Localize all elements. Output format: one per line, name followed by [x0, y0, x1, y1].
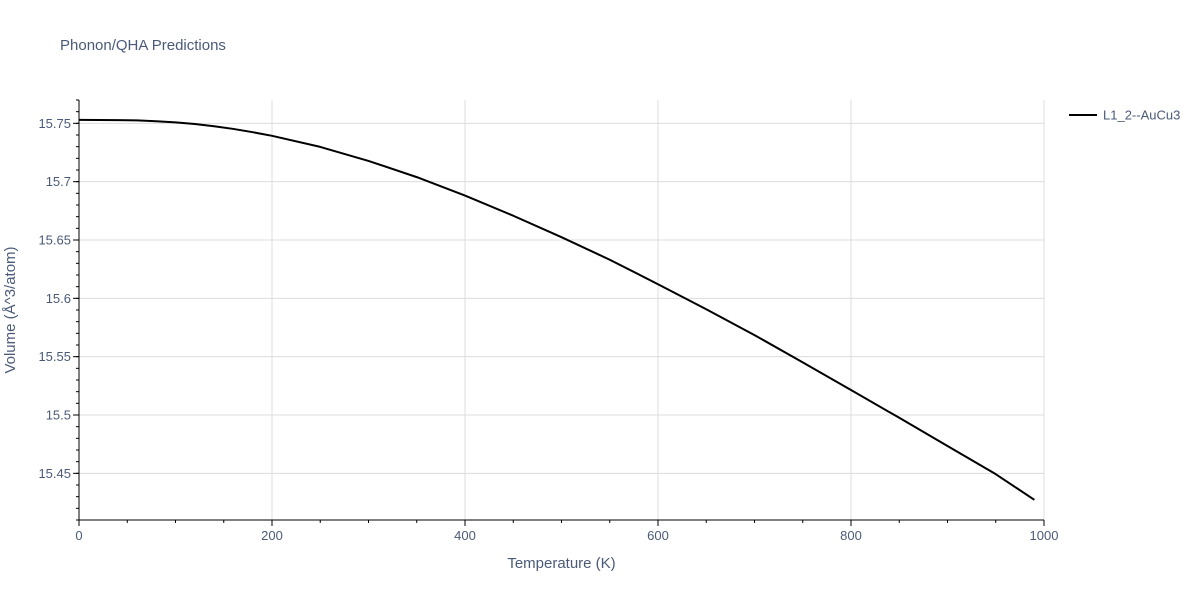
x-tick-label: 1000: [1030, 528, 1059, 543]
y-tick-label: 15.65: [38, 233, 71, 248]
y-tick-label: 15.7: [46, 174, 71, 189]
y-tick-label: 15.55: [38, 349, 71, 364]
x-tick-label: 600: [647, 528, 669, 543]
x-tick-label: 800: [840, 528, 862, 543]
legend-label[interactable]: L1_2--AuCu3: [1103, 108, 1180, 123]
x-tick-label: 400: [454, 528, 476, 543]
axes: 0 200 400 600 800 1000 15.45 15.5 15.55 15.6 15.65…: [38, 99, 1059, 543]
y-tick-label: 15.6: [46, 291, 71, 306]
y-tick-label: 15.45: [38, 466, 71, 481]
grid: [79, 100, 1045, 520]
x-tick-label: 200: [261, 528, 283, 543]
y-tick-label: 15.75: [38, 116, 71, 131]
x-tick-label: 0: [75, 528, 82, 543]
chart-title: Phonon/QHA Predictions: [60, 37, 226, 54]
y-axis-title: Volume (Å^3/atom): [2, 246, 19, 373]
x-axis-title: Temperature (K): [507, 555, 615, 572]
series-line[interactable]: [78, 118, 1035, 501]
legend[interactable]: L1_2--AuCu3: [1069, 108, 1180, 123]
series-layer: [78, 118, 1035, 501]
y-tick-label: 15.5: [46, 408, 71, 423]
